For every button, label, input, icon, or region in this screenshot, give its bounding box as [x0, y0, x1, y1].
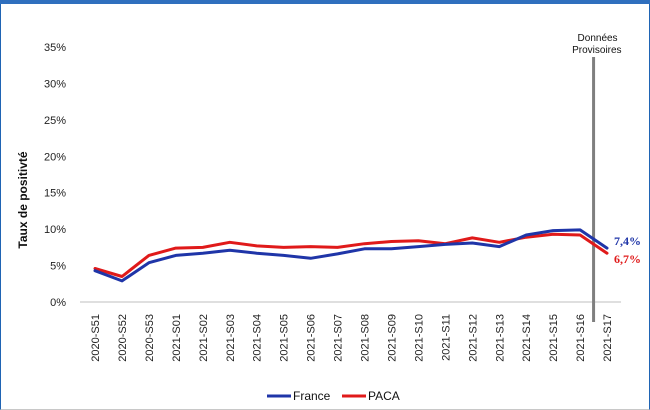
x-tick-label: 2021-S15	[548, 314, 560, 362]
end-label-paca: 6,7%	[614, 252, 641, 266]
y-axis-title: Taux de positivté	[16, 151, 30, 248]
x-tick-label: 2021-S09	[386, 314, 398, 362]
x-tick-label: 2021-S08	[360, 314, 372, 362]
y-tick-label: 15%	[44, 188, 66, 200]
y-tick-label: 20%	[44, 151, 66, 163]
x-tick-label: 2021-S14	[521, 314, 533, 362]
x-tick-label: 2021-S01	[171, 314, 183, 362]
y-tick-label: 35%	[44, 42, 66, 54]
x-tick-label: 2021-S03	[225, 314, 237, 362]
series-layer	[93, 228, 609, 283]
end-label-france: 7,4%	[614, 234, 641, 248]
x-tick-label: 2021-S17	[602, 314, 614, 362]
x-tick-label: 2020-S52	[117, 314, 129, 362]
legend-label-france: France	[293, 389, 331, 403]
legend-label-paca: PACA	[368, 389, 400, 403]
x-tick-label: 2021-S06	[306, 314, 318, 362]
y-tick-label: 10%	[44, 224, 66, 236]
axes-layer: 0% 5% 10% 15% 20% 25% 30% 35% 2020-S51 2020-S52 20…	[16, 42, 622, 362]
x-tick-label: 2020-S53	[144, 314, 156, 362]
top-accent-bar	[0, 0, 650, 4]
y-tick-label: 25%	[44, 115, 66, 127]
y-tick-label: 5%	[50, 261, 66, 273]
chart-legend: France PACA	[267, 389, 400, 403]
x-tick-label: 2021-S12	[467, 314, 479, 362]
y-tick-label: 30%	[44, 78, 66, 90]
x-tick-label: 2021-S10	[413, 314, 425, 362]
annotation-line-2: Provisoires	[572, 45, 621, 56]
x-tick-label: 2021-S05	[279, 314, 291, 362]
y-tick-label: 0%	[50, 297, 66, 309]
x-tick-label: 2021-S04	[252, 314, 264, 362]
x-tick-label: 2021-S11	[440, 314, 452, 361]
x-tick-label: 2021-S13	[494, 314, 506, 362]
x-tick-label: 2021-S02	[198, 314, 210, 362]
x-tick-label: 2021-S16	[575, 314, 587, 362]
series-line-france	[93, 228, 609, 283]
x-tick-label: 2020-S51	[90, 314, 102, 362]
annotation-line-1: Données	[578, 33, 618, 44]
x-tick-label: 2021-S07	[333, 314, 345, 362]
